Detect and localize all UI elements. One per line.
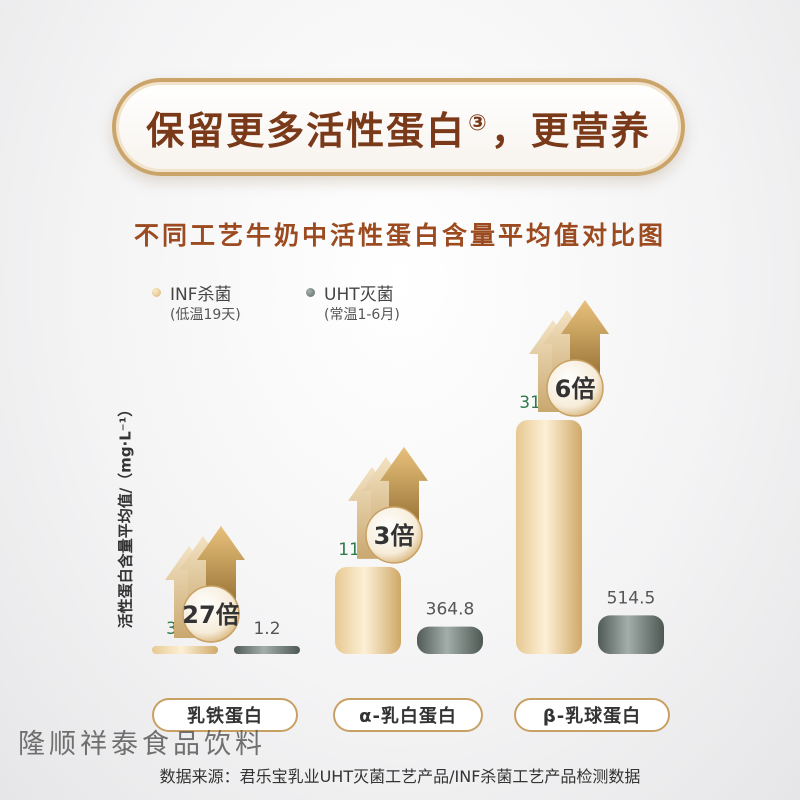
- multiplier-label: 27倍: [182, 601, 239, 629]
- bar-uht-2: [598, 615, 664, 654]
- headline-main: 保留更多活性蛋白: [146, 108, 467, 153]
- chart-title: 不同工艺牛奶中活性蛋白含量平均值对比图: [133, 221, 666, 250]
- multiplier-label: 6倍: [555, 375, 596, 403]
- legend-sublabel: (低温19天): [170, 307, 241, 323]
- value-label: 364.8: [426, 600, 475, 620]
- bar-inf-0: [152, 646, 218, 654]
- multiplier-arrow-1: 3倍: [348, 446, 428, 564]
- category-label-beta-lactoglobulin: β-乳球蛋白: [514, 698, 670, 732]
- legend-label: UHT灭菌: [324, 285, 394, 305]
- bar-uht-1: [417, 626, 483, 654]
- data-source-footer: 数据来源：君乐宝乳业UHT灭菌工艺产品/INF杀菌工艺产品检测数据: [159, 767, 641, 786]
- multiplier-label: 3倍: [374, 522, 415, 550]
- category-label-lactoferrin: 乳铁蛋白: [152, 698, 298, 732]
- dot-icon: [306, 288, 315, 297]
- multiplier-badge: [365, 506, 423, 564]
- headline: 保留更多活性蛋白③，更营养: [146, 100, 651, 155]
- legend-label: INF杀菌: [170, 285, 232, 305]
- headline-footnote-mark: ③: [468, 110, 489, 136]
- value-label: 514.5: [607, 588, 656, 608]
- value-label: 1.2: [253, 619, 280, 639]
- category-label-alpha-lactalbumin: α-乳白蛋白: [333, 698, 483, 732]
- multiplier-arrow-2: 6倍: [529, 300, 609, 417]
- multiplier-badge: [546, 359, 604, 417]
- legend-sublabel: (常温1-6月): [324, 307, 400, 323]
- bar-inf-2: [516, 420, 582, 654]
- headline-suffix: ，更营养: [490, 108, 651, 153]
- bar-inf-1: [335, 566, 401, 654]
- headline-banner: 保留更多活性蛋白③，更营养: [112, 78, 685, 176]
- multiplier-badge: [182, 585, 240, 643]
- bar-uht-0: [234, 646, 300, 654]
- dot-icon: [152, 288, 161, 297]
- watermark: 隆顺祥泰食品饮料: [18, 729, 266, 760]
- multiplier-arrow-0: 27倍: [165, 526, 245, 643]
